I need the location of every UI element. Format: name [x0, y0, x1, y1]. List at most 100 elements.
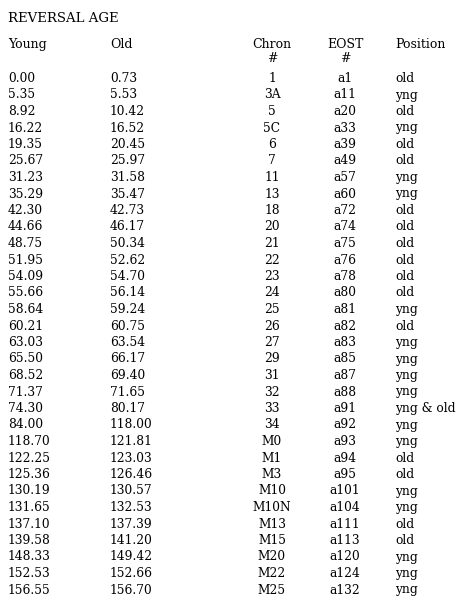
Text: old: old [395, 220, 414, 234]
Text: a124: a124 [329, 567, 360, 580]
Text: 42.30: 42.30 [8, 204, 43, 217]
Text: 26: 26 [264, 320, 280, 332]
Text: a132: a132 [329, 583, 360, 597]
Text: 132.53: 132.53 [110, 501, 153, 514]
Text: 27: 27 [264, 336, 280, 349]
Text: yng: yng [395, 336, 418, 349]
Text: 141.20: 141.20 [110, 534, 153, 547]
Text: Young: Young [8, 38, 47, 51]
Text: 149.42: 149.42 [110, 550, 153, 563]
Text: #: # [340, 52, 350, 65]
Text: 131.65: 131.65 [8, 501, 51, 514]
Text: 35.47: 35.47 [110, 187, 145, 200]
Text: yng: yng [395, 187, 418, 200]
Text: 65.50: 65.50 [8, 353, 43, 365]
Text: 0.00: 0.00 [8, 72, 35, 85]
Text: yng: yng [395, 435, 418, 448]
Text: 10.42: 10.42 [110, 105, 145, 118]
Text: 25.97: 25.97 [110, 155, 145, 167]
Text: yng: yng [395, 88, 418, 102]
Text: 50.34: 50.34 [110, 237, 145, 250]
Text: 42.73: 42.73 [110, 204, 145, 217]
Text: old: old [395, 72, 414, 85]
Text: old: old [395, 518, 414, 530]
Text: old: old [395, 138, 414, 151]
Text: yng: yng [395, 385, 418, 399]
Text: M25: M25 [258, 583, 286, 597]
Text: old: old [395, 468, 414, 481]
Text: old: old [395, 270, 414, 283]
Text: M10N: M10N [253, 501, 292, 514]
Text: M15: M15 [258, 534, 286, 547]
Text: 5.53: 5.53 [110, 88, 137, 102]
Text: 34: 34 [264, 418, 280, 432]
Text: yng: yng [395, 550, 418, 563]
Text: 23: 23 [264, 270, 280, 283]
Text: a49: a49 [333, 155, 356, 167]
Text: yng: yng [395, 303, 418, 316]
Text: yng: yng [395, 501, 418, 514]
Text: a87: a87 [334, 369, 356, 382]
Text: 51.95: 51.95 [8, 253, 43, 267]
Text: Old: Old [110, 38, 133, 51]
Text: Position: Position [395, 38, 446, 51]
Text: 24: 24 [264, 287, 280, 300]
Text: old: old [395, 287, 414, 300]
Text: a57: a57 [334, 171, 356, 184]
Text: yng: yng [395, 583, 418, 597]
Text: 0.73: 0.73 [110, 72, 137, 85]
Text: old: old [395, 237, 414, 250]
Text: M1: M1 [262, 452, 282, 465]
Text: a82: a82 [333, 320, 356, 332]
Text: a95: a95 [334, 468, 356, 481]
Text: a60: a60 [334, 187, 356, 200]
Text: a72: a72 [334, 204, 356, 217]
Text: 152.66: 152.66 [110, 567, 153, 580]
Text: 35.29: 35.29 [8, 187, 43, 200]
Text: 80.17: 80.17 [110, 402, 145, 415]
Text: 148.33: 148.33 [8, 550, 51, 563]
Text: 48.75: 48.75 [8, 237, 43, 250]
Text: 20: 20 [264, 220, 280, 234]
Text: 25: 25 [264, 303, 280, 316]
Text: 122.25: 122.25 [8, 452, 51, 465]
Text: 33: 33 [264, 402, 280, 415]
Text: a93: a93 [334, 435, 356, 448]
Text: yng: yng [395, 369, 418, 382]
Text: 5C: 5C [264, 122, 281, 134]
Text: a88: a88 [333, 385, 356, 399]
Text: 32: 32 [264, 385, 280, 399]
Text: 16.52: 16.52 [110, 122, 145, 134]
Text: old: old [395, 253, 414, 267]
Text: a20: a20 [334, 105, 356, 118]
Text: 54.70: 54.70 [110, 270, 145, 283]
Text: a76: a76 [334, 253, 356, 267]
Text: 130.57: 130.57 [110, 485, 153, 497]
Text: 125.36: 125.36 [8, 468, 51, 481]
Text: a113: a113 [330, 534, 360, 547]
Text: a104: a104 [329, 501, 360, 514]
Text: 31.23: 31.23 [8, 171, 43, 184]
Text: 8.92: 8.92 [8, 105, 36, 118]
Text: a78: a78 [334, 270, 356, 283]
Text: 22: 22 [264, 253, 280, 267]
Text: 71.37: 71.37 [8, 385, 43, 399]
Text: a111: a111 [330, 518, 360, 530]
Text: 123.03: 123.03 [110, 452, 153, 465]
Text: a74: a74 [334, 220, 356, 234]
Text: 5.35: 5.35 [8, 88, 35, 102]
Text: 71.65: 71.65 [110, 385, 145, 399]
Text: #: # [267, 52, 277, 65]
Text: 5: 5 [268, 105, 276, 118]
Text: a33: a33 [334, 122, 356, 134]
Text: 63.03: 63.03 [8, 336, 43, 349]
Text: yng: yng [395, 171, 418, 184]
Text: M0: M0 [262, 435, 282, 448]
Text: yng: yng [395, 122, 418, 134]
Text: 156.55: 156.55 [8, 583, 51, 597]
Text: 46.17: 46.17 [110, 220, 145, 234]
Text: a92: a92 [333, 418, 356, 432]
Text: 137.39: 137.39 [110, 518, 153, 530]
Text: 137.10: 137.10 [8, 518, 51, 530]
Text: 69.40: 69.40 [110, 369, 145, 382]
